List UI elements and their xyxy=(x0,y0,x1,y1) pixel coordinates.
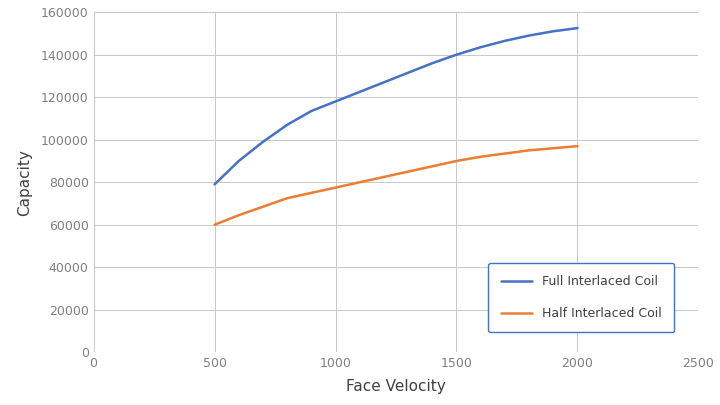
Full Interlaced Coil xyxy=(307,109,315,113)
Half Interlaced Coil xyxy=(331,185,340,190)
Full Interlaced Coil xyxy=(549,29,557,34)
Full Interlaced Coil xyxy=(379,80,388,85)
Half Interlaced Coil xyxy=(573,144,582,149)
Full Interlaced Coil xyxy=(525,33,534,38)
Half Interlaced Coil xyxy=(428,164,436,169)
Full Interlaced Coil xyxy=(235,158,243,163)
Half Interlaced Coil xyxy=(307,190,315,195)
Half Interlaced Coil xyxy=(235,213,243,217)
Full Interlaced Coil xyxy=(356,90,364,94)
Half Interlaced Coil xyxy=(258,204,267,209)
Y-axis label: Capacity: Capacity xyxy=(17,149,32,216)
Legend: Full Interlaced Coil, Half Interlaced Coil: Full Interlaced Coil, Half Interlaced Co… xyxy=(488,263,674,333)
Full Interlaced Coil xyxy=(404,70,413,75)
Line: Half Interlaced Coil: Half Interlaced Coil xyxy=(215,146,577,225)
Half Interlaced Coil xyxy=(210,222,219,227)
Full Interlaced Coil xyxy=(477,45,485,50)
X-axis label: Face Velocity: Face Velocity xyxy=(346,379,446,394)
Full Interlaced Coil xyxy=(452,52,461,57)
Full Interlaced Coil xyxy=(500,38,509,43)
Half Interlaced Coil xyxy=(404,169,413,174)
Full Interlaced Coil xyxy=(283,122,292,127)
Half Interlaced Coil xyxy=(379,175,388,179)
Full Interlaced Coil xyxy=(331,99,340,104)
Half Interlaced Coil xyxy=(283,196,292,200)
Full Interlaced Coil xyxy=(573,26,582,30)
Half Interlaced Coil xyxy=(356,180,364,185)
Half Interlaced Coil xyxy=(452,158,461,163)
Full Interlaced Coil xyxy=(258,139,267,144)
Half Interlaced Coil xyxy=(477,154,485,159)
Half Interlaced Coil xyxy=(549,146,557,151)
Half Interlaced Coil xyxy=(525,148,534,153)
Full Interlaced Coil xyxy=(428,61,436,66)
Half Interlaced Coil xyxy=(500,151,509,156)
Line: Full Interlaced Coil: Full Interlaced Coil xyxy=(215,28,577,184)
Full Interlaced Coil xyxy=(210,182,219,187)
